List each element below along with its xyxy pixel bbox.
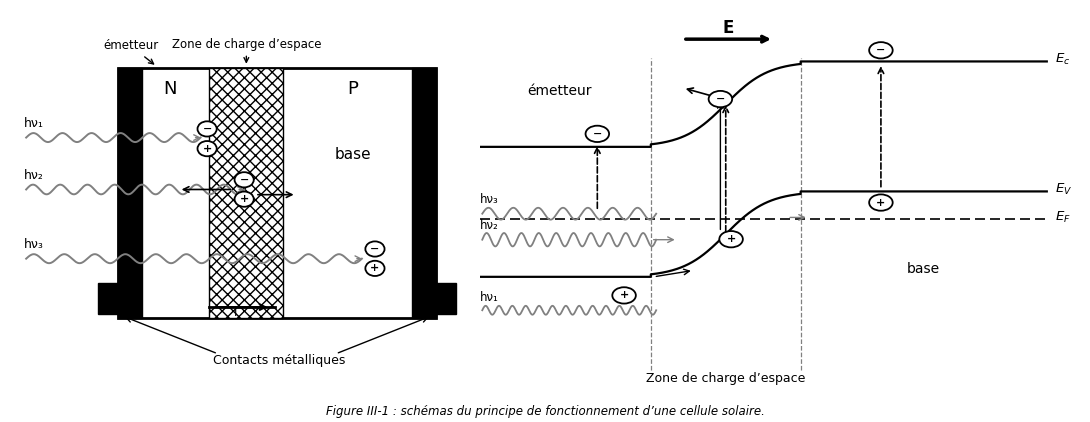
Text: +: + xyxy=(619,290,629,300)
Bar xyxy=(436,283,456,314)
Text: +: + xyxy=(371,263,379,273)
Text: +: + xyxy=(240,194,249,204)
Circle shape xyxy=(869,42,893,59)
Bar xyxy=(209,68,283,317)
Bar xyxy=(98,283,118,314)
Circle shape xyxy=(719,231,743,247)
Circle shape xyxy=(869,195,893,211)
Circle shape xyxy=(234,192,254,207)
Text: N: N xyxy=(164,80,177,98)
Text: hν₂: hν₂ xyxy=(480,219,498,232)
Circle shape xyxy=(365,261,385,276)
Text: hν₁: hν₁ xyxy=(24,117,44,130)
Text: base: base xyxy=(335,147,372,162)
Text: base: base xyxy=(907,262,941,276)
Bar xyxy=(118,68,142,317)
Text: E: E xyxy=(723,19,734,37)
Text: $E_F$: $E_F$ xyxy=(1055,210,1070,225)
Text: +: + xyxy=(203,143,211,154)
Text: +: + xyxy=(876,197,885,208)
Text: hν₁: hν₁ xyxy=(480,291,498,304)
Text: $E_c$: $E_c$ xyxy=(1055,52,1070,67)
Circle shape xyxy=(365,241,385,257)
Text: Zone de charge d’espace: Zone de charge d’espace xyxy=(646,373,806,385)
Text: −: − xyxy=(876,45,885,55)
Bar xyxy=(412,68,436,317)
Text: −: − xyxy=(203,124,211,134)
Circle shape xyxy=(585,126,609,142)
Text: hν₃: hν₃ xyxy=(24,238,44,252)
Text: −: − xyxy=(371,244,379,254)
Text: Figure III-1 : schémas du principe de fonctionnement d’une cellule solaire.: Figure III-1 : schémas du principe de fo… xyxy=(326,405,764,418)
Text: −: − xyxy=(593,129,602,139)
Circle shape xyxy=(708,91,732,107)
Text: +: + xyxy=(726,234,736,244)
Circle shape xyxy=(234,172,254,187)
Circle shape xyxy=(197,141,217,156)
Text: Contacts métalliques: Contacts métalliques xyxy=(213,354,346,367)
Text: −: − xyxy=(716,94,725,104)
Circle shape xyxy=(197,121,217,137)
Text: $E_V$: $E_V$ xyxy=(1055,182,1073,197)
Circle shape xyxy=(613,287,635,303)
Text: hν₃: hν₃ xyxy=(480,192,498,206)
Text: P: P xyxy=(348,80,359,98)
Text: Zone de charge d’espace: Zone de charge d’espace xyxy=(171,38,322,62)
Text: hν₂: hν₂ xyxy=(24,169,44,182)
Bar xyxy=(118,68,436,317)
Text: émetteur: émetteur xyxy=(528,84,592,98)
Text: I: I xyxy=(233,306,238,319)
Text: émetteur: émetteur xyxy=(104,39,158,64)
Text: −: − xyxy=(240,175,249,185)
